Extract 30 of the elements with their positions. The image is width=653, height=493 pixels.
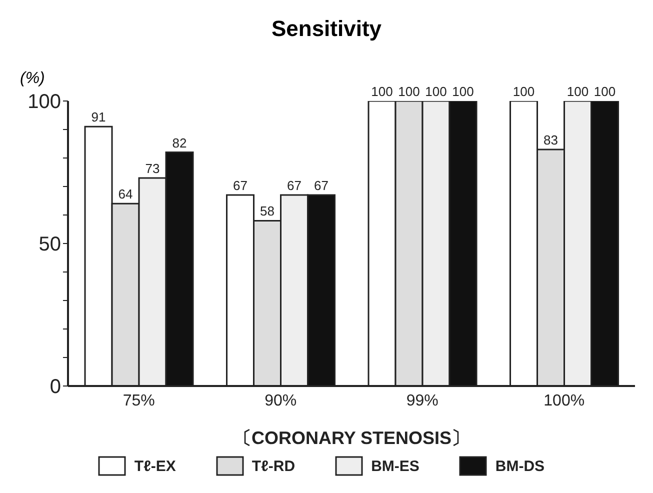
y-tick-label: 50 [38, 234, 61, 256]
legend-label: BM-ES [371, 458, 420, 474]
data-label: 64 [118, 186, 133, 202]
data-label: 100 [512, 84, 535, 99]
data-label: 82 [172, 135, 187, 150]
data-label: 100 [425, 84, 447, 99]
data-label: 83 [544, 132, 558, 148]
chart-title: Sensitivity [270, 15, 383, 43]
data-label: 100 [452, 84, 474, 99]
legend-label: BM-DS [495, 458, 545, 474]
x-tick-label: 100% [544, 392, 585, 410]
y-tick-label: 0 [50, 376, 61, 398]
x-tick-label: 99% [406, 392, 438, 410]
y-axis-title: (%) [20, 70, 45, 88]
data-label: 58 [260, 204, 274, 219]
legend-label: Tℓ-EX [134, 458, 176, 474]
data-label: 91 [91, 110, 106, 125]
data-label: 73 [145, 160, 160, 176]
data-label: 100 [594, 84, 616, 99]
x-tick-label: 90% [264, 392, 297, 410]
data-label: 67 [287, 178, 302, 194]
y-tick-label: 100 [28, 91, 61, 114]
data-label: 100 [398, 84, 420, 99]
data-label: 100 [566, 84, 589, 99]
data-label: 100 [371, 84, 393, 99]
x-axis-title: 〔CORONARY STENOSIS〕 [233, 428, 470, 448]
data-label: 67 [314, 178, 328, 194]
legend-label: Tℓ-RD [252, 458, 296, 474]
x-tick-label: 75% [122, 392, 155, 410]
data-label: 67 [233, 178, 248, 194]
